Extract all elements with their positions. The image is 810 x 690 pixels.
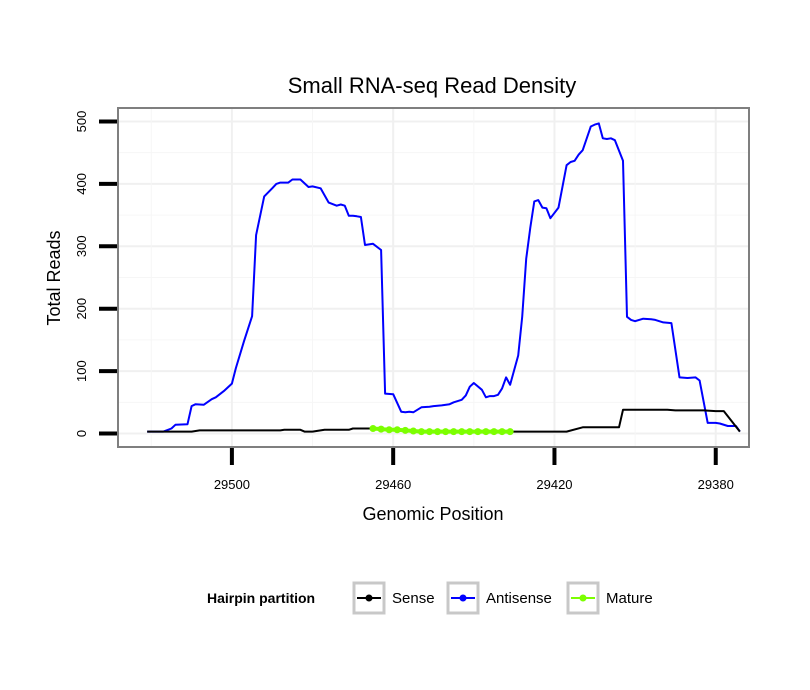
mature-point bbox=[466, 428, 474, 436]
y-tick-label: 500 bbox=[74, 111, 89, 133]
mature-point bbox=[369, 425, 377, 433]
legend: Hairpin partition Sense Antisense Mature bbox=[207, 581, 653, 615]
x-axis-title: Genomic Position bbox=[362, 504, 503, 524]
mature-point bbox=[401, 426, 409, 434]
y-axis-title: Total Reads bbox=[44, 230, 64, 325]
x-axis: 29500 29460 29420 29380 bbox=[214, 448, 734, 492]
mature-point bbox=[482, 428, 490, 436]
series-layer bbox=[147, 122, 741, 436]
legend-key-point bbox=[579, 594, 587, 602]
legend-label-antisense: Antisense bbox=[486, 590, 552, 607]
mature-point bbox=[393, 426, 401, 434]
chart-title: Small RNA-seq Read Density bbox=[288, 73, 577, 98]
mature-point bbox=[442, 428, 450, 436]
mature-point bbox=[385, 426, 393, 434]
y-tick-label: 100 bbox=[74, 360, 89, 382]
plot-panel-border bbox=[117, 107, 750, 448]
x-tick-label: 29500 bbox=[214, 477, 250, 492]
x-tick-label: 29420 bbox=[536, 477, 572, 492]
legend-label-sense: Sense bbox=[392, 590, 435, 607]
mature-point bbox=[434, 428, 442, 436]
series-line-antisense bbox=[147, 122, 741, 433]
mature-point bbox=[450, 428, 458, 436]
mature-point bbox=[425, 428, 433, 436]
mature-point bbox=[377, 425, 385, 433]
series-line-mature bbox=[372, 426, 511, 434]
x-tick-label: 29460 bbox=[375, 477, 411, 492]
mature-point bbox=[474, 428, 482, 436]
y-tick-label: 200 bbox=[74, 298, 89, 320]
mature-point bbox=[458, 428, 466, 436]
y-axis: 0 100 200 300 400 500 bbox=[74, 111, 117, 437]
y-tick-label: 300 bbox=[74, 235, 89, 257]
legend-title: Hairpin partition bbox=[207, 590, 315, 606]
mature-point bbox=[417, 428, 425, 436]
x-tick-label: 29380 bbox=[698, 477, 734, 492]
mature-point bbox=[409, 427, 417, 435]
y-tick-label: 400 bbox=[74, 173, 89, 195]
legend-label-mature: Mature bbox=[606, 590, 653, 607]
y-tick-label: 0 bbox=[74, 430, 89, 437]
mature-point bbox=[506, 428, 514, 436]
mature-point bbox=[490, 428, 498, 436]
legend-key-point bbox=[365, 594, 373, 602]
mature-point bbox=[498, 428, 506, 436]
legend-key-point bbox=[459, 594, 467, 602]
grid bbox=[119, 109, 748, 446]
series-line-sense bbox=[147, 408, 741, 433]
